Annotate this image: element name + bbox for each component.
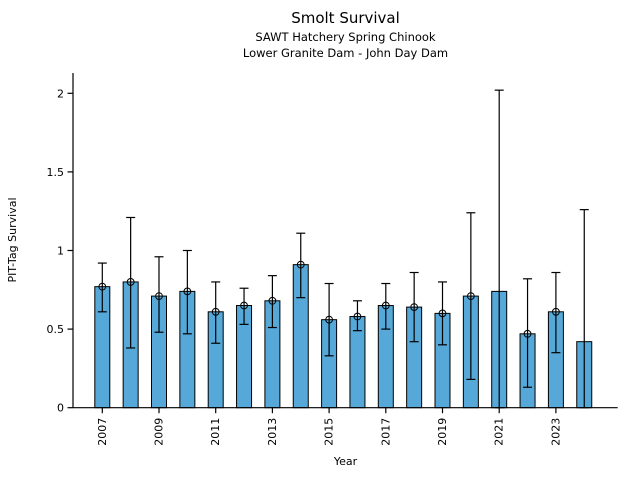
y-tick-label: 0 (57, 402, 64, 415)
x-tick-label-2011: 2011 (209, 418, 222, 446)
x-tick-label-2023: 2023 (549, 418, 562, 446)
point-marker-2010 (183, 287, 192, 296)
point-marker-2008 (126, 278, 135, 286)
chart-subtitle-reach: Lower Granite Dam - John Day Dam (242, 46, 449, 60)
point-marker-2007 (98, 282, 107, 291)
point-marker-2014 (296, 260, 305, 269)
point-marker-2011 (211, 307, 220, 316)
point-marker-2015 (325, 315, 334, 324)
y-tick-label: 1 (57, 245, 64, 258)
y-tick-label: 2 (57, 87, 64, 100)
x-axis-label: Year (333, 455, 358, 468)
point-marker-2017 (381, 301, 390, 310)
point-marker-2009 (155, 292, 163, 300)
x-tick-label-2021: 2021 (493, 418, 506, 446)
point-marker-2020 (466, 292, 475, 300)
point-marker-2016 (353, 312, 362, 321)
point-marker-2022 (523, 329, 532, 338)
chart-title: Smolt Survival (291, 9, 400, 27)
point-marker-2018 (410, 303, 419, 311)
point-marker-2013 (268, 296, 277, 305)
x-tick-label-2013: 2013 (266, 418, 279, 446)
y-tick-label: 1.5 (47, 166, 65, 179)
x-tick-label-2007: 2007 (96, 418, 109, 446)
point-marker-2023 (552, 307, 560, 316)
point-marker-2012 (240, 301, 248, 310)
x-tick-label-2019: 2019 (436, 418, 449, 446)
x-tick-label-2017: 2017 (379, 418, 392, 446)
x-tick-label-2009: 2009 (153, 418, 166, 446)
point-marker-2019 (438, 309, 447, 318)
chart-subtitle-hatchery: SAWT Hatchery Spring Chinook (255, 30, 436, 44)
x-tick-label-2015: 2015 (323, 418, 336, 446)
y-tick-label: 0.5 (47, 323, 65, 336)
